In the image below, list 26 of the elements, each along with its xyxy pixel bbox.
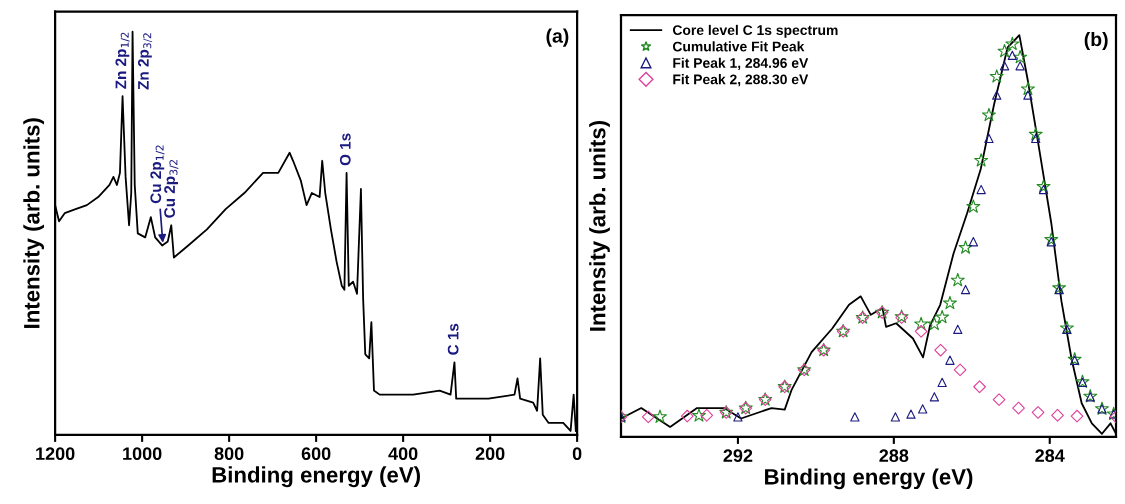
- annotation: Zn 2p$_{3/2}$: [137, 33, 153, 90]
- annotation: Cu 2p$_{1/2}$: [150, 145, 165, 204]
- annotation: (b): [1084, 31, 1108, 51]
- x-tick-label: 200: [475, 447, 505, 461]
- x-tick-label: 1200: [36, 447, 75, 461]
- annotation: Cu 2p$_{3/2}$: [164, 160, 179, 218]
- x-axis-title: Binding energy (eV): [765, 468, 973, 490]
- x-axis-title: Binding energy (eV): [212, 466, 420, 488]
- x-tick-label: 800: [214, 447, 244, 461]
- legend-label: Core level C 1s spectrum: [672, 24, 838, 38]
- annotation: (a): [546, 28, 569, 47]
- y-axis-title: Intensity (arb. units): [589, 120, 610, 331]
- y-axis-title: Intensity (arb. units): [23, 118, 45, 328]
- x-tick-label: 0: [572, 447, 582, 461]
- x-tick-label: 600: [301, 447, 331, 461]
- x-tick-label: 284: [1035, 449, 1065, 463]
- legend-label: Fit Peak 1, 284.96 eV: [673, 57, 809, 70]
- x-tick-label: 288: [879, 449, 909, 463]
- legend-label: Fit Peak 2, 288.30 eV: [673, 74, 809, 87]
- x-tick-label: 1000: [123, 447, 162, 461]
- x-tick-label: 292: [723, 449, 753, 463]
- legend-label: Cumulative Fit Peak: [672, 41, 805, 52]
- annotation: C 1s: [447, 323, 459, 355]
- annotation: Zn 2p$_{1/2}$: [115, 32, 130, 89]
- x-tick-label: 400: [388, 447, 418, 461]
- annotation: O 1s: [339, 133, 351, 166]
